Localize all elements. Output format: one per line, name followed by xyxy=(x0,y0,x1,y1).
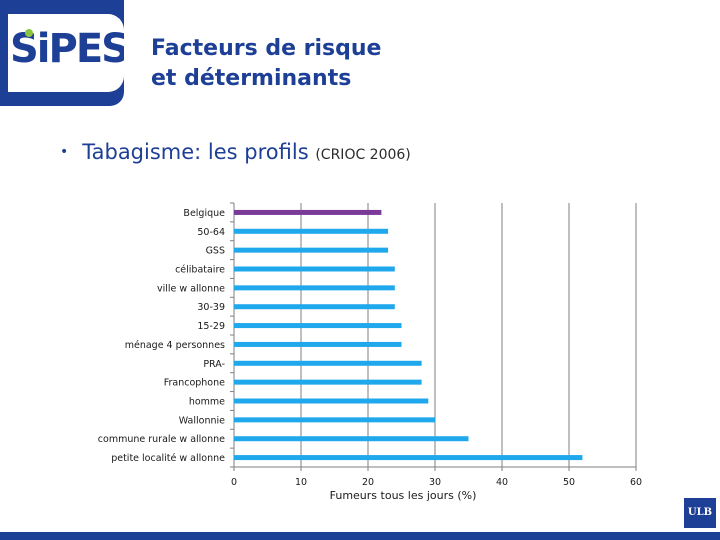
category-label: petite localité w allonne xyxy=(111,453,225,464)
bar xyxy=(234,360,422,366)
x-tick-label: 30 xyxy=(429,477,441,488)
category-label: 50-64 xyxy=(197,227,225,238)
category-label: Wallonnie xyxy=(179,415,225,426)
category-label: Belgique xyxy=(183,208,225,219)
bullet-text: Tabagisme: les profils xyxy=(82,140,309,164)
category-label: commune rurale w allonne xyxy=(98,434,225,445)
sipes-logo-icon: SiPES xyxy=(10,26,130,72)
x-tick-label: 20 xyxy=(362,477,374,488)
category-label: 15-29 xyxy=(197,321,225,332)
bar xyxy=(234,285,395,291)
category-label: GSS xyxy=(206,246,225,257)
bar xyxy=(234,436,469,442)
x-tick-label: 50 xyxy=(563,477,575,488)
x-tick-label: 0 xyxy=(231,477,237,488)
title-line-1: Facteurs de risque xyxy=(151,36,382,61)
bar xyxy=(234,398,429,404)
category-label: ménage 4 personnes xyxy=(125,340,225,351)
x-tick-label: 60 xyxy=(630,477,642,488)
bar xyxy=(234,304,395,310)
ulb-badge: ULB xyxy=(684,498,716,528)
bar xyxy=(234,247,389,253)
category-label: PRA- xyxy=(203,359,225,370)
category-label: homme xyxy=(189,397,225,408)
bar xyxy=(234,341,402,347)
x-tick-label: 40 xyxy=(496,477,508,488)
x-axis-label: Fumeurs tous les jours (%) xyxy=(330,489,477,502)
bar xyxy=(234,209,382,215)
bar xyxy=(234,379,422,385)
bullet-source: (CRIOC 2006) xyxy=(315,147,411,163)
x-tick-label: 10 xyxy=(295,477,307,488)
bar xyxy=(234,228,389,234)
footer-bar xyxy=(0,532,720,540)
page-title: Facteurs de risque et déterminants xyxy=(151,34,381,94)
logo: SiPES xyxy=(8,14,130,92)
bullet-item: • Tabagisme: les profils (CRIOC 2006) xyxy=(60,140,411,164)
bullet-icon: • xyxy=(60,144,69,160)
bar xyxy=(234,417,435,423)
category-label: Francophone xyxy=(164,378,225,389)
bar xyxy=(234,323,402,329)
category-label: ville w allonne xyxy=(157,283,225,294)
category-label: 30-39 xyxy=(197,302,225,313)
title-line-2: et déterminants xyxy=(151,66,352,91)
bar xyxy=(234,455,583,461)
category-label: célibataire xyxy=(175,265,225,276)
bar xyxy=(234,266,395,272)
